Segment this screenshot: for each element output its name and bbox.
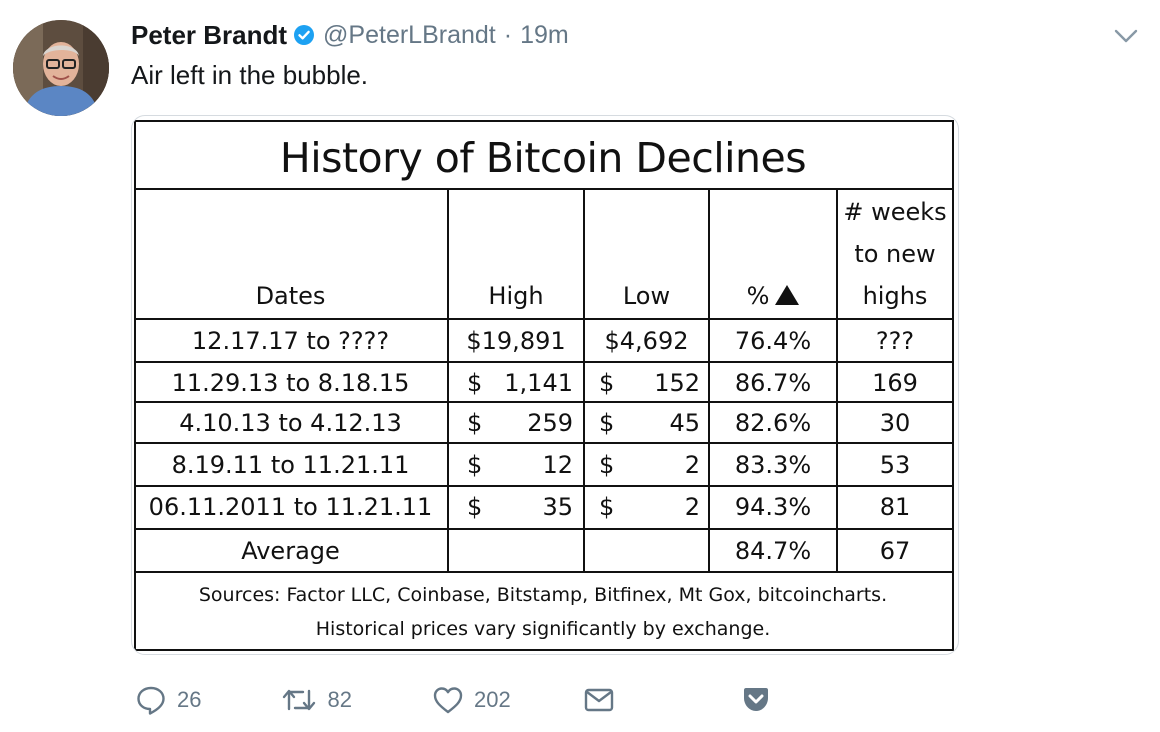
row-high: $19,891 xyxy=(466,327,566,355)
chevron-down-icon[interactable] xyxy=(1112,24,1140,48)
row-weeks: ??? xyxy=(875,327,915,355)
row-dates: 11.29.13 to 8.18.15 xyxy=(171,369,410,397)
average-weeks: 67 xyxy=(879,537,911,565)
tweet-actions: 26 82 202 xyxy=(135,680,771,720)
row-dates: 8.19.11 to 11.21.11 xyxy=(171,451,410,479)
avatar[interactable] xyxy=(13,20,109,116)
row-low: 152 xyxy=(654,369,700,397)
header-weeks-line3: highs xyxy=(862,282,928,310)
author-name[interactable]: Peter Brandt xyxy=(131,19,288,50)
header-pct: % xyxy=(710,282,836,310)
triangle-up-icon xyxy=(775,285,800,305)
bitcoin-declines-table: History of Bitcoin Declines Dates High L… xyxy=(134,120,954,651)
heart-icon xyxy=(432,685,464,715)
header-low: Low xyxy=(622,282,671,310)
reply-count: 26 xyxy=(177,687,202,712)
direct-message-button[interactable] xyxy=(583,686,615,714)
row-weeks: 169 xyxy=(872,369,918,397)
average-label: Average xyxy=(241,537,340,565)
row-high-symbol: $ xyxy=(467,369,483,397)
row-pct: 82.6% xyxy=(734,409,812,437)
separator-dot: · xyxy=(503,20,513,49)
tweet-text: Air left in the bubble. xyxy=(131,60,369,90)
row-weeks: 53 xyxy=(879,451,911,479)
like-button[interactable]: 202 xyxy=(432,685,511,715)
row-low-symbol: $ xyxy=(599,369,615,397)
row-pct: 83.3% xyxy=(734,451,812,479)
row-weeks: 30 xyxy=(879,409,911,437)
tweet-image[interactable]: History of Bitcoin Declines Dates High L… xyxy=(131,115,959,655)
row-high-symbol: $ xyxy=(467,451,483,479)
sources-line-1: Sources: Factor LLC, Coinbase, Bitstamp,… xyxy=(198,584,888,606)
row-low-symbol: $ xyxy=(599,451,615,479)
row-high: 35 xyxy=(542,493,573,521)
pocket-icon xyxy=(741,685,771,715)
sources-line-2: Historical prices vary significantly by … xyxy=(315,618,771,640)
row-weeks: 81 xyxy=(879,493,911,521)
row-high-symbol: $ xyxy=(467,409,483,437)
row-low-symbol: $ xyxy=(599,493,615,521)
row-pct: 76.4% xyxy=(734,327,812,355)
reply-icon xyxy=(135,684,167,716)
header-high: High xyxy=(488,282,544,310)
retweet-icon xyxy=(281,685,317,715)
row-low: 45 xyxy=(669,409,700,437)
header-weeks-line1: # weeks xyxy=(843,198,947,226)
table-title: History of Bitcoin Declines xyxy=(279,134,807,182)
row-dates: 06.11.2011 to 11.21.11 xyxy=(148,493,433,521)
row-low: 2 xyxy=(684,493,700,521)
retweet-button[interactable]: 82 xyxy=(281,685,352,715)
header-dates: Dates xyxy=(255,282,326,310)
envelope-icon xyxy=(583,686,615,714)
row-high: 1,141 xyxy=(504,369,573,397)
row-pct: 94.3% xyxy=(734,493,812,521)
pocket-button[interactable] xyxy=(741,685,771,715)
timestamp[interactable]: 19m xyxy=(520,20,569,49)
row-dates: 4.10.13 to 4.12.13 xyxy=(179,409,402,437)
reply-button[interactable]: 26 xyxy=(135,684,201,716)
average-pct: 84.7% xyxy=(734,537,812,565)
verified-badge-icon xyxy=(293,24,315,46)
row-low: $4,692 xyxy=(604,327,689,355)
row-low-symbol: $ xyxy=(599,409,615,437)
tweet-header: Peter Brandt @PeterLBrandt · 19m xyxy=(131,18,569,52)
row-low: 2 xyxy=(684,451,700,479)
header-weeks-line2: to new xyxy=(854,240,936,268)
row-dates: 12.17.17 to ???? xyxy=(191,327,390,355)
author-handle[interactable]: @PeterLBrandt xyxy=(323,20,496,49)
row-high: 12 xyxy=(542,451,573,479)
row-high-symbol: $ xyxy=(467,493,483,521)
retweet-count: 82 xyxy=(327,687,352,712)
row-pct: 86.7% xyxy=(734,369,812,397)
row-high: 259 xyxy=(527,409,573,437)
like-count: 202 xyxy=(473,687,511,712)
